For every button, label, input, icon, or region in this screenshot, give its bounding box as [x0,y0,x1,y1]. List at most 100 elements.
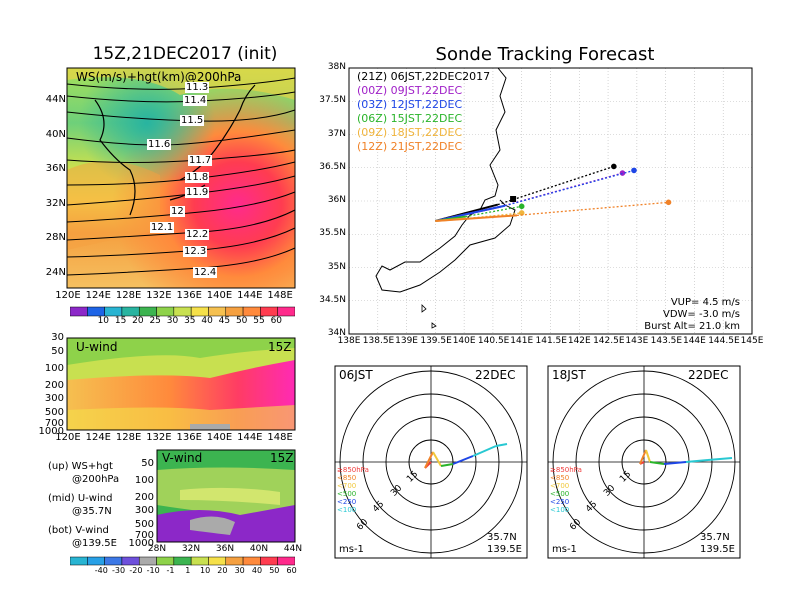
hodo-segment [440,463,454,467]
hodo-segment [495,443,508,447]
level-legend: <500 [550,490,570,498]
lon-tick: 148E [267,290,293,301]
x-tick: 141E [510,336,534,346]
hodo-segment [645,449,651,463]
colorbar-label: 1 [185,566,191,575]
colorbar-label: 30 [166,316,179,326]
hodo-segment [649,461,665,465]
pressure-tick: 300 [44,393,64,404]
tracking-legend: (21Z) 06JST,22DEC2017 (00Z) 09JST,22DEC (0… [357,70,490,154]
hodo-ring [552,370,736,554]
pressure-tick: 50 [141,458,154,469]
x-tick: 140E [452,336,476,346]
hodo-lon: 139.5E [700,544,735,555]
x-tick: 145E [740,336,764,346]
hodo-segment [663,461,687,465]
colorbar-label: 35 [184,316,196,326]
lat-tick: 28N [147,544,167,554]
track-descent [516,201,669,217]
x-tick: 138E [337,336,361,346]
lat-tick: 44N [45,94,66,105]
contour-label: 12.3 [183,246,208,257]
x-tick: 144.5E [708,336,740,346]
hodo-ring [575,393,713,531]
colorbar-label: 25 [149,316,161,326]
colorbar-label: -1 [166,566,175,575]
coastline [375,67,516,293]
hodo-segment [472,445,497,457]
legend-mid: (mid) U-wind @35.7N [48,493,113,517]
lon-tick: 148E [267,432,293,443]
x-tick: 142.5E [593,336,625,346]
pressure-tick: 500 [44,407,64,418]
contour-label: 12.4 [193,267,218,278]
contour-label: 11.5 [180,115,205,126]
hodo-ring [385,416,477,508]
lat-tick: 40N [249,544,269,554]
lon-tick: 120E [55,432,81,443]
colorbar-label: 55 [253,316,265,326]
lon-tick: 124E [85,432,111,443]
pressure-tick: 200 [134,492,154,503]
lat-tick: 36N [45,163,66,174]
contour-label: 12 [170,206,185,217]
landing-point [518,210,525,216]
track-descent [465,205,522,218]
legend-bot: (bot) V-wind @139.5E [48,525,117,549]
hodograph-18jst [547,365,741,559]
contour-label: 12.2 [185,229,210,240]
legend-entry: (00Z) 09JST,22DEC [357,84,463,97]
x-tick: 139.5E [420,336,452,346]
x-tick: 142E [567,336,591,346]
contour-label: 11.9 [185,187,210,198]
legend-entry: (21Z) 06JST,22DEC2017 [357,70,491,83]
legend-up: (up) WS+hgt @200hPa [48,461,120,485]
vup: VUP= 4.5 m/s [670,297,740,308]
run-info: VUP= 4.5 m/s VDW= -3.0 m/s Burst Alt= 21… [640,297,740,333]
level-legend: <850 [550,474,570,482]
level-legend: <700 [550,482,570,490]
lon-tick: 140E [206,290,233,301]
hodo-segment [707,457,733,461]
pressure-tick: 300 [134,505,154,516]
y-tick: 38N [327,62,346,72]
vwind-time: 15Z [270,451,294,465]
burst-point [510,196,517,203]
lat-tick: 44N [283,544,303,554]
burst-alt: Burst Alt= 21.0 km [644,321,740,332]
colorbar-label: -30 [112,566,126,575]
pressure-tick: 1000 [128,538,154,549]
pressure-tick: 700 [44,418,64,429]
lon-tick: 132E [146,290,172,301]
level-legend: ≥850hPa [337,466,369,474]
uwind-time: 15Z [268,340,292,354]
legend-entry: (12Z) 21JST,22DEC [357,140,463,153]
legend-entry: (03Z) 12JST,22DEC [357,98,463,111]
y-tick: 35N [327,261,346,272]
colorbar-label: -10 [146,566,160,575]
y-tick: 34N [327,328,346,338]
hodo-lat: 35.7N [700,532,730,543]
contour-label: 11.3 [185,82,210,93]
colorbar-label: 40 [201,316,213,326]
lon-tick: 132E [146,432,172,443]
landing-point [631,167,637,174]
landing-point [665,199,672,206]
colorbar-label: 15 [114,316,127,326]
hodo-time: 18JST [552,368,586,382]
uwind-label: U-wind [76,340,118,354]
y-tick: 36N [327,195,346,205]
lon-tick: 136E [176,432,202,443]
panel-legend: (up) WS+hgt @200hPa (mid) U-wind @35.7N (b… [48,460,119,550]
lon-tick: 128E [115,432,142,443]
x-tick: 144E [682,336,706,346]
landing-point [611,163,617,170]
hodo-segment [432,451,442,467]
hodo-segment [452,455,474,465]
pressure-tick: 30 [51,332,64,343]
pressure-tick: 500 [134,519,154,530]
contour-label: 11.8 [185,172,210,183]
map-label: WS(m/s)+hgt(km)@200hPa [76,70,242,84]
x-tick: 139E [395,336,418,346]
hodo-ring [408,439,454,485]
